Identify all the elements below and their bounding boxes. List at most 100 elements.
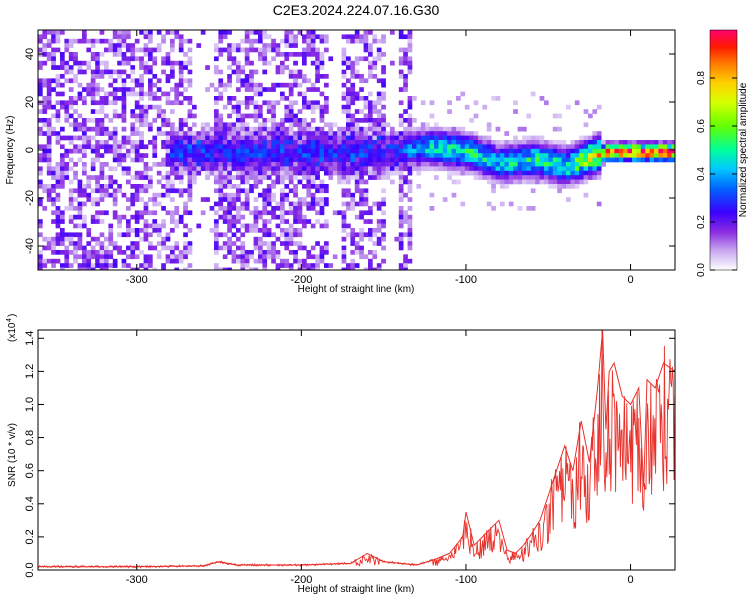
spectrogram-cell	[227, 245, 232, 251]
spectrogram-cell	[148, 104, 153, 110]
spectrogram-cell	[288, 43, 294, 48]
spectrogram-cell	[350, 236, 356, 242]
spectrogram-cell	[130, 131, 136, 136]
spectrogram-cell	[253, 223, 259, 229]
spectrogram-cell	[170, 109, 175, 114]
spectrogram-cell	[117, 34, 122, 40]
spectrogram-cell	[456, 126, 461, 132]
spectrogram-cell	[315, 56, 320, 62]
spectrogram-cell	[552, 153, 558, 158]
spectrogram-cell	[319, 131, 325, 136]
spectrogram-cell	[64, 162, 70, 167]
spectrogram-cell	[566, 157, 571, 163]
spectrogram-cell	[262, 135, 268, 141]
spectrogram-cell	[350, 38, 356, 44]
spectrogram-cell	[372, 157, 378, 163]
spectrogram-cell	[381, 131, 386, 136]
spectrogram-cell	[350, 100, 356, 106]
spectrogram-cell	[117, 43, 122, 48]
spectrogram-cell	[218, 34, 224, 40]
spectrogram-cell	[280, 232, 285, 238]
spectrogram-cell	[288, 131, 294, 136]
spectrogram-cell	[222, 166, 228, 172]
spectrogram-cell	[187, 210, 193, 216]
spectrogram-cell	[407, 232, 413, 238]
spectrogram-cell	[253, 175, 259, 180]
spectrogram-cell	[288, 206, 294, 211]
spectrogram-cell	[363, 96, 369, 101]
spectrogram-cell	[200, 210, 206, 216]
colorbar-ticks: 0.00.20.40.60.8	[696, 71, 737, 277]
spectrogram-cell	[284, 197, 290, 202]
spectrogram-cell	[315, 153, 320, 158]
spectrogram-cell	[337, 140, 342, 145]
spectrogram-cell	[240, 250, 246, 255]
spectrogram-cell	[165, 96, 171, 101]
spectrogram-cell	[420, 153, 426, 158]
spectrogram-cell	[161, 192, 166, 198]
spectrogram-cell	[112, 214, 118, 220]
spectrogram-cell	[262, 87, 268, 92]
spectrogram-cell	[385, 122, 391, 128]
spectrogram-cell	[372, 228, 378, 233]
spectrogram-cell	[346, 60, 351, 66]
spectrogram-cell	[258, 241, 263, 246]
spectrogram-cell	[482, 162, 488, 167]
spectrogram-cell	[618, 153, 624, 158]
spectrogram-cell	[121, 144, 127, 150]
spectrogram-cell	[293, 254, 298, 260]
spectrogram-cell	[236, 131, 241, 136]
spectrogram-cell	[222, 122, 228, 128]
spectrogram-cell	[297, 144, 303, 150]
spectrogram-cell	[315, 74, 320, 79]
spectrogram-cell	[258, 126, 263, 132]
spectrogram-cell	[354, 214, 360, 220]
spectrogram-cell	[227, 184, 232, 189]
colorbar-gradient	[709, 29, 738, 271]
spectrogram-cell	[500, 166, 505, 172]
spectrogram-cell	[341, 162, 347, 167]
spectrogram-cell	[68, 69, 74, 75]
spectrogram-cell	[500, 184, 505, 189]
spectrogram-cell	[143, 184, 149, 189]
spectrogram-cell	[64, 104, 70, 110]
spectrogram-cell	[126, 34, 131, 40]
spectrogram-cell	[253, 100, 259, 106]
spectrogram-cell	[134, 144, 140, 150]
spectrogram-cell	[218, 197, 224, 202]
spectrogram-cell	[271, 192, 276, 198]
spectrogram-cell	[275, 126, 281, 132]
spectrogram-cell	[302, 258, 307, 264]
spectrogram-cell	[460, 153, 466, 158]
spectrogram-cell	[354, 175, 360, 180]
spectrogram-cell	[429, 144, 435, 150]
spectrogram-cell	[126, 60, 131, 66]
spectrogram-cell	[649, 157, 655, 163]
spectrogram-cell	[258, 38, 263, 44]
spectrogram-cell	[315, 175, 320, 180]
spectrogram-cell	[156, 96, 162, 101]
spectrogram-cell	[104, 65, 109, 70]
spectrogram-cell	[548, 148, 554, 154]
spectrogram-cell	[588, 162, 593, 167]
spectrogram-cell	[302, 219, 307, 224]
spectrogram-cell	[275, 52, 281, 57]
spectrogram-cell	[42, 78, 48, 84]
spectrogram-cell	[60, 267, 65, 270]
spectrogram-cell	[495, 126, 501, 132]
spectrogram-cell	[363, 201, 369, 207]
spectrogram-cell	[108, 91, 114, 97]
spectrogram-cell	[262, 267, 268, 270]
spectrogram-cell	[262, 228, 268, 233]
spectrogram-cell	[376, 148, 382, 154]
spectrogram-cell	[249, 166, 254, 172]
spectrogram-cell	[460, 131, 466, 136]
spectrogram-cell	[95, 126, 100, 132]
spectrogram-cell	[275, 166, 281, 172]
spectrogram-cell	[244, 30, 250, 35]
spectrogram-cell	[165, 153, 171, 158]
spectrogram-cell	[126, 263, 131, 268]
spectrogram-cell	[121, 69, 127, 75]
spectrogram-cell	[491, 188, 496, 194]
spectrogram-cell	[90, 197, 96, 202]
